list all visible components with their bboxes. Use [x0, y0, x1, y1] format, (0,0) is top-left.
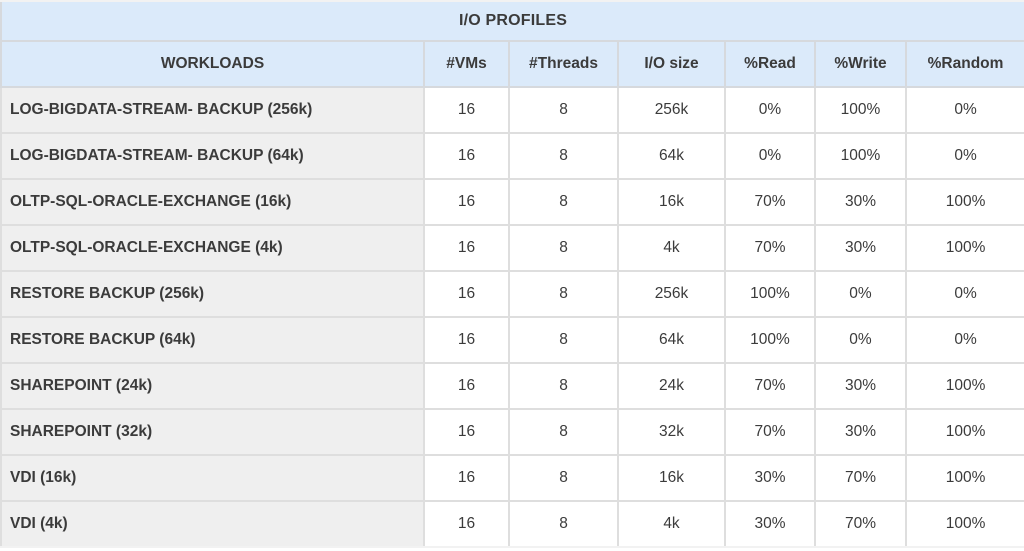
value-cell: 8 — [508, 316, 619, 364]
value-cell: 256k — [617, 270, 726, 318]
workload-cell: OLTP-SQL-ORACLE-EXCHANGE (16k) — [0, 178, 425, 226]
value-cell: 70% — [814, 454, 907, 502]
value-cell: 0% — [724, 86, 816, 134]
value-cell: 32k — [617, 408, 726, 456]
value-cell: 8 — [508, 500, 619, 548]
workload-cell: VDI (4k) — [0, 500, 425, 548]
table-row-restore-backup-256k: RESTORE BACKUP (256k) 16 8 256k 100% 0% 0% — [0, 270, 1024, 318]
workload-cell: LOG-BIGDATA-STREAM- BACKUP (256k) — [0, 86, 425, 134]
value-cell: 0% — [904, 270, 1024, 318]
value-cell: 8 — [508, 362, 619, 410]
value-cell: 0% — [904, 86, 1024, 134]
value-cell: 70% — [724, 178, 816, 226]
value-cell: 100% — [904, 408, 1024, 456]
value-cell: 0% — [904, 132, 1024, 180]
value-cell: 8 — [508, 408, 619, 456]
table-title-row: I/O PROFILES — [0, 0, 1024, 42]
table-row-vdi-4k: VDI (4k) 16 8 4k 30% 70% 100% — [0, 500, 1024, 548]
value-cell: 8 — [508, 270, 619, 318]
value-cell: 100% — [904, 500, 1024, 548]
value-cell: 70% — [814, 500, 907, 548]
value-cell: 30% — [724, 454, 816, 502]
value-cell: 70% — [724, 224, 816, 272]
value-cell: 8 — [508, 178, 619, 226]
value-cell: 16 — [423, 86, 510, 134]
value-cell: 0% — [814, 270, 907, 318]
value-cell: 100% — [814, 132, 907, 180]
value-cell: 0% — [904, 316, 1024, 364]
value-cell: 16 — [423, 270, 510, 318]
workload-cell: LOG-BIGDATA-STREAM- BACKUP (64k) — [0, 132, 425, 180]
value-cell: 16 — [423, 178, 510, 226]
column-header-random: %Random — [904, 40, 1024, 88]
column-header-workloads: WORKLOADS — [0, 40, 425, 88]
workload-cell: RESTORE BACKUP (64k) — [0, 316, 425, 364]
column-header-threads: #Threads — [508, 40, 619, 88]
value-cell: 16 — [423, 316, 510, 364]
table-body: LOG-BIGDATA-STREAM- BACKUP (256k) 16 8 256k… — [0, 86, 1024, 548]
value-cell: 16 — [423, 224, 510, 272]
table-row-oltp-sql-oracle-exchange-16k: OLTP-SQL-ORACLE-EXCHANGE (16k) 16 8 16k 70% 3… — [0, 178, 1024, 226]
value-cell: 70% — [724, 408, 816, 456]
table-title: I/O PROFILES — [0, 0, 1024, 42]
table-row-oltp-sql-oracle-exchange-4k: OLTP-SQL-ORACLE-EXCHANGE (4k) 16 8 4k 70% 30%… — [0, 224, 1024, 272]
value-cell: 24k — [617, 362, 726, 410]
column-header-vms: #VMs — [423, 40, 510, 88]
value-cell: 16k — [617, 178, 726, 226]
table-row-vdi-16k: VDI (16k) 16 8 16k 30% 70% 100% — [0, 454, 1024, 502]
workload-cell: OLTP-SQL-ORACLE-EXCHANGE (4k) — [0, 224, 425, 272]
table-row-log-bigdata-stream-backup-64k: LOG-BIGDATA-STREAM- BACKUP (64k) 16 8 64k 0%… — [0, 132, 1024, 180]
value-cell: 0% — [814, 316, 907, 364]
value-cell: 4k — [617, 224, 726, 272]
value-cell: 16 — [423, 362, 510, 410]
value-cell: 64k — [617, 132, 726, 180]
table-header-row: WORKLOADS #VMs #Threads I/O size %Read %Write… — [0, 40, 1024, 88]
value-cell: 16 — [423, 132, 510, 180]
value-cell: 70% — [724, 362, 816, 410]
column-header-write: %Write — [814, 40, 907, 88]
workload-cell: SHAREPOINT (24k) — [0, 362, 425, 410]
value-cell: 16 — [423, 454, 510, 502]
value-cell: 64k — [617, 316, 726, 364]
table-row-sharepoint-32k: SHAREPOINT (32k) 16 8 32k 70% 30% 100% — [0, 408, 1024, 456]
workload-cell: RESTORE BACKUP (256k) — [0, 270, 425, 318]
value-cell: 100% — [904, 454, 1024, 502]
value-cell: 8 — [508, 224, 619, 272]
value-cell: 16 — [423, 500, 510, 548]
value-cell: 16k — [617, 454, 726, 502]
value-cell: 30% — [814, 408, 907, 456]
value-cell: 30% — [814, 362, 907, 410]
value-cell: 8 — [508, 86, 619, 134]
value-cell: 100% — [814, 86, 907, 134]
table-row-sharepoint-24k: SHAREPOINT (24k) 16 8 24k 70% 30% 100% — [0, 362, 1024, 410]
table-row-log-bigdata-stream-backup-256k: LOG-BIGDATA-STREAM- BACKUP (256k) 16 8 256k… — [0, 86, 1024, 134]
value-cell: 100% — [724, 316, 816, 364]
value-cell: 30% — [724, 500, 816, 548]
value-cell: 256k — [617, 86, 726, 134]
value-cell: 30% — [814, 224, 907, 272]
column-header-read: %Read — [724, 40, 816, 88]
value-cell: 100% — [904, 362, 1024, 410]
value-cell: 100% — [904, 224, 1024, 272]
value-cell: 16 — [423, 408, 510, 456]
column-header-i-o-size: I/O size — [617, 40, 726, 88]
value-cell: 8 — [508, 132, 619, 180]
value-cell: 100% — [724, 270, 816, 318]
value-cell: 0% — [724, 132, 816, 180]
value-cell: 8 — [508, 454, 619, 502]
value-cell: 100% — [904, 178, 1024, 226]
workload-cell: SHAREPOINT (32k) — [0, 408, 425, 456]
workload-cell: VDI (16k) — [0, 454, 425, 502]
value-cell: 30% — [814, 178, 907, 226]
value-cell: 4k — [617, 500, 726, 548]
table-row-restore-backup-64k: RESTORE BACKUP (64k) 16 8 64k 100% 0% 0% — [0, 316, 1024, 364]
